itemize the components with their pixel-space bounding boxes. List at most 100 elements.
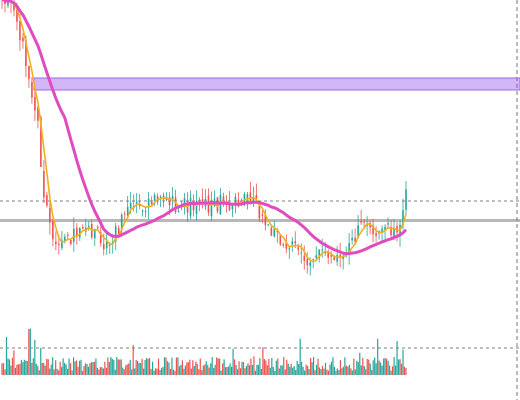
volume-bar (140, 363, 142, 375)
volume-bar (83, 366, 85, 375)
candle-body (49, 208, 51, 223)
volume-bar (195, 361, 197, 375)
volume-bar (241, 361, 243, 375)
volume-bar (314, 370, 316, 375)
volume-bar (323, 368, 325, 375)
volume-bar (244, 368, 246, 375)
candle-body (105, 241, 108, 249)
candle-body (309, 262, 312, 266)
volume-bar (309, 358, 312, 375)
candle-body (210, 203, 213, 217)
volume-bar (383, 358, 385, 375)
volume-bar (238, 361, 240, 375)
candle-body (234, 196, 237, 206)
volume-bar (387, 360, 389, 375)
candle-body (34, 96, 36, 111)
volume-bar (269, 367, 271, 375)
volume-bar (402, 349, 404, 375)
volume-bar (196, 363, 198, 375)
volume-bar (245, 365, 248, 375)
volume-bar (71, 370, 73, 375)
volume-bar (283, 357, 285, 375)
volume-bar (99, 367, 101, 375)
volume-bar (287, 363, 289, 375)
candle-body (129, 202, 132, 209)
candle-body (246, 194, 249, 199)
volume-bar (205, 361, 207, 375)
candle-body (150, 201, 153, 205)
volume-bar (110, 357, 112, 375)
volume-bar (66, 368, 69, 375)
candle-body (28, 66, 30, 80)
candle-body (294, 241, 297, 244)
candle-body (159, 196, 162, 198)
candle-body (282, 244, 285, 246)
volume-bar (214, 364, 216, 375)
candle-body (291, 241, 294, 245)
candle-body (357, 225, 359, 239)
volume-bar (162, 366, 164, 375)
volume-bar (326, 369, 328, 375)
volume-bar (186, 362, 188, 375)
candle-body (300, 252, 303, 254)
candle-body (354, 237, 356, 243)
volume-bar (362, 357, 364, 375)
volume-bar (13, 350, 15, 375)
candle-body (46, 194, 48, 206)
candle-body (381, 228, 383, 233)
volume-bar (380, 362, 382, 375)
volume-bar (84, 363, 87, 375)
volume-bar (345, 365, 347, 375)
candle-body (372, 225, 374, 235)
candles-layer (1, 0, 407, 276)
candle-body (270, 227, 273, 236)
volume-bar (350, 368, 352, 375)
candle-body (279, 235, 282, 245)
candle-body (135, 201, 138, 204)
candle-body (318, 249, 321, 259)
volume-bar (256, 364, 258, 375)
candle-body (189, 197, 192, 216)
volume-bar (305, 364, 307, 375)
volume-bar (177, 357, 179, 375)
volume-bar (165, 357, 167, 375)
candle-body (297, 247, 300, 250)
candle-body (19, 20, 21, 41)
volume-bar (371, 370, 373, 375)
candle-body (61, 240, 63, 248)
volume-bar (95, 358, 97, 375)
candle-body (40, 117, 42, 168)
volume-bar (180, 364, 182, 375)
candle-body (228, 202, 231, 211)
volume-bar (20, 359, 22, 375)
volume-bar (211, 357, 213, 375)
candle-body (144, 210, 147, 212)
volume-bar (353, 358, 355, 375)
moving-average-22-line (1, 0, 408, 256)
volume-bar (248, 365, 251, 375)
reference-lines-layer (0, 200, 520, 349)
volume-panel (1, 328, 407, 375)
volume-bar (365, 369, 367, 375)
candle-body (96, 227, 99, 229)
volume-bar (77, 366, 79, 375)
volume-bar (405, 368, 407, 375)
volume-bar (378, 360, 380, 375)
volume-bar (101, 367, 103, 375)
volume-bar (389, 365, 391, 375)
volume-bar (254, 370, 257, 375)
candle-body (285, 243, 288, 249)
volume-bar (233, 359, 236, 375)
volume-bar (111, 358, 113, 375)
candle-body (72, 228, 75, 242)
volume-bar (172, 369, 175, 375)
volume-bar (230, 366, 233, 375)
volume-bar (339, 360, 342, 375)
volume-bar (183, 368, 185, 375)
volume-bar (23, 359, 25, 375)
volume-bar (171, 357, 173, 375)
candle-body (138, 204, 141, 207)
candle-body (273, 227, 276, 237)
volume-bar (189, 359, 191, 375)
